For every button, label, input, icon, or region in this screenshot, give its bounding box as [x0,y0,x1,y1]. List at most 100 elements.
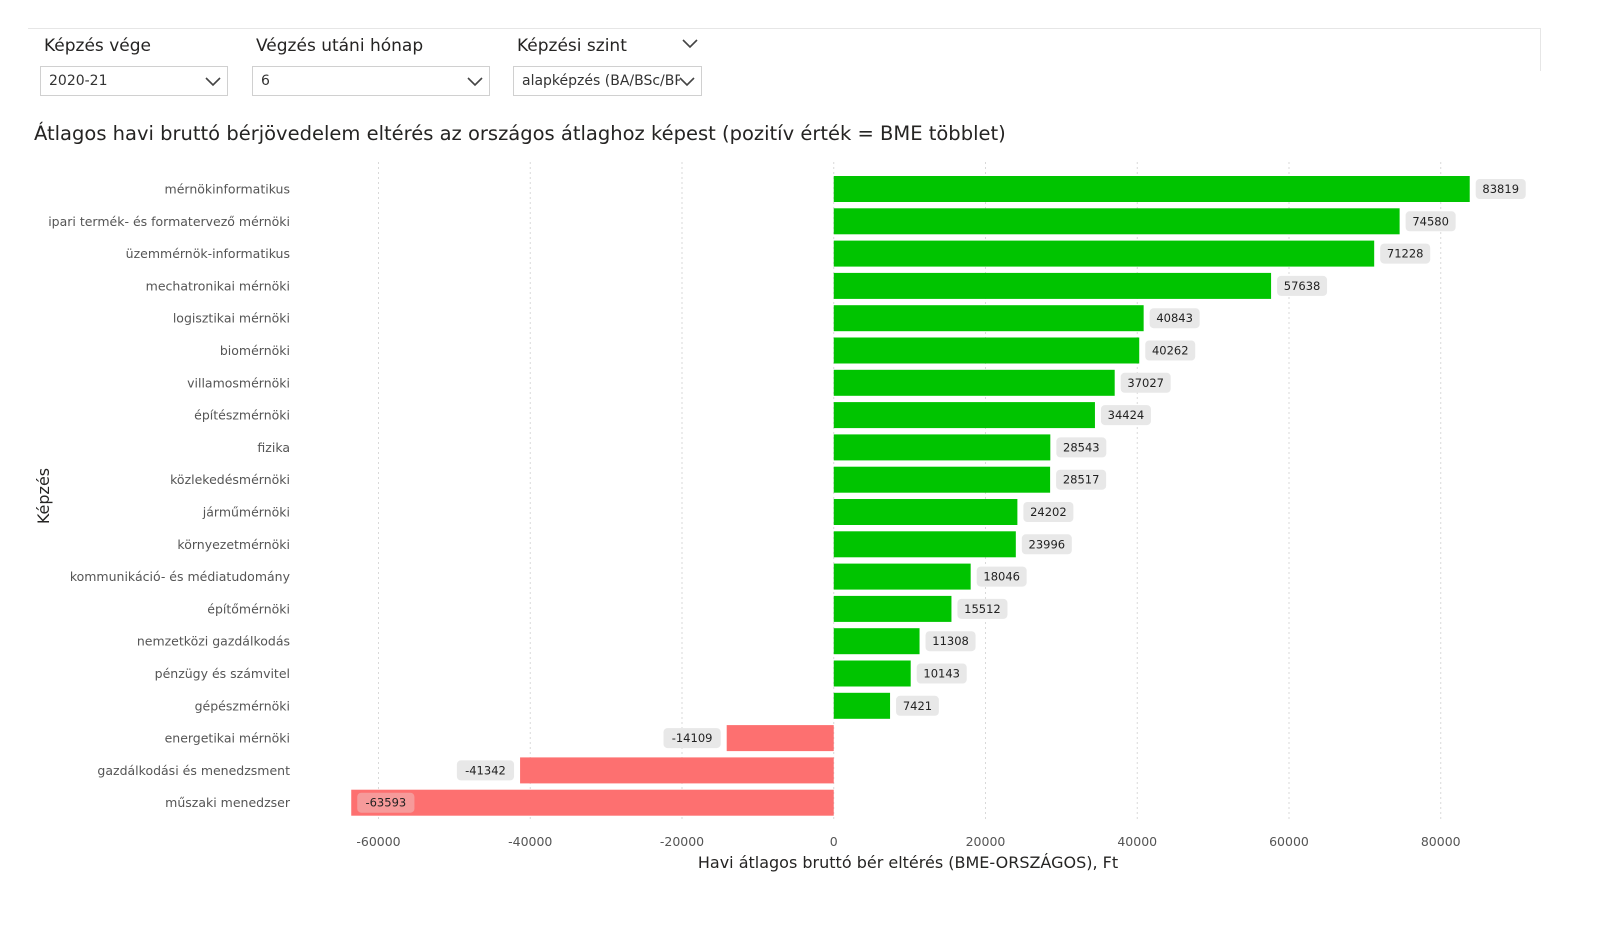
data-label-bg [1056,437,1107,458]
category-label: műszaki menedzser [165,795,291,810]
category-label: biomérnöki [220,343,290,358]
category-label: járműmérnöki [202,505,290,520]
category-label: ipari termék- és formatervező mérnöki [48,214,290,229]
data-label-bg [357,792,415,813]
chevron-down-icon [467,77,483,87]
data-label: -41342 [465,763,506,777]
data-label: 15512 [964,602,1001,616]
chevron-down-icon [679,77,695,87]
bar[interactable] [833,466,1051,493]
filter-bar [28,28,1541,71]
x-tick-label: -60000 [356,834,400,849]
bar[interactable] [351,789,834,816]
data-label: 7421 [903,699,932,713]
category-label: energetikai mérnöki [165,731,290,746]
data-label-bg [1149,308,1200,329]
x-tick-label: 20000 [966,834,1006,849]
chevron-down-icon[interactable] [682,39,698,49]
data-label-bg [1475,179,1526,199]
data-label: 34424 [1108,408,1145,422]
category-label: gazdálkodási és menedzsment [97,763,290,778]
data-label: 83819 [1482,182,1519,196]
data-label-bg [1405,211,1456,232]
data-label: 28543 [1063,440,1100,454]
data-label: 28517 [1063,473,1100,487]
slicer-title-level: Képzési szint [517,36,627,56]
bar[interactable] [833,692,891,719]
category-label: mérnökinformatikus [165,182,290,197]
data-label: 74580 [1412,214,1449,228]
month-after-value: 6 [261,73,270,89]
data-label: 23996 [1029,537,1066,551]
category-label: üzemmérnök-informatikus [126,246,290,261]
data-label: -63593 [365,796,406,810]
level-value: alapképzés (BA/BSc/BP... [522,73,680,89]
data-label: 10143 [923,667,960,681]
data-label: 18046 [983,570,1020,584]
x-tick-label: 60000 [1269,834,1309,849]
y-axis-title: Képzés [34,468,53,524]
data-label-bg [1023,502,1074,522]
chevron-down-icon [205,77,221,87]
slicer-title-month-after: Végzés utáni hónap [256,36,424,56]
bar[interactable] [833,563,971,590]
data-label-bg [1145,340,1196,361]
x-tick-label: -20000 [660,834,704,849]
data-label-bg [957,598,1008,619]
bar[interactable] [833,402,1095,429]
bar[interactable] [833,305,1144,332]
data-label: -14109 [672,731,713,745]
x-tick-label: 80000 [1421,834,1461,849]
bar[interactable] [833,531,1016,558]
level-dropdown[interactable]: alapképzés (BA/BSc/BP... [513,66,702,96]
bar[interactable] [726,725,834,752]
x-tick-label: 0 [830,834,838,849]
data-label-bg [916,663,967,684]
data-label: 40843 [1156,311,1193,325]
category-label: fizika [257,440,290,455]
bar[interactable] [833,369,1115,396]
category-label: pénzügy és számvitel [155,666,290,681]
bar[interactable] [833,434,1051,461]
bar[interactable] [833,499,1018,525]
data-label-bg [1277,275,1328,296]
chart-title: Átlagos havi bruttó bérjövedelem eltérés… [34,122,1006,145]
category-label: logisztikai mérnöki [173,311,290,326]
data-label: 11308 [932,634,969,648]
data-label: 37027 [1127,376,1164,390]
category-label: nemzetközi gazdálkodás [137,634,290,649]
bar[interactable] [833,208,1400,235]
training-end-dropdown[interactable]: 2020-21 [40,66,228,96]
bar[interactable] [833,176,1470,202]
month-after-dropdown[interactable]: 6 [252,66,490,96]
data-label-bg [663,728,721,749]
data-label-bg [1021,534,1072,555]
data-label-bg [925,631,976,652]
x-tick-label: 40000 [1117,834,1157,849]
category-label: gépészmérnöki [195,698,290,713]
bar[interactable] [833,337,1140,364]
data-label-bg [896,695,939,716]
bar[interactable] [833,628,920,655]
bar[interactable] [520,757,834,784]
data-label-bg [976,566,1027,587]
category-label: építőmérnöki [207,601,290,616]
slicer-title-training-end: Képzés vége [44,36,151,56]
category-label: mechatronikai mérnöki [146,278,290,293]
data-label: 57638 [1284,279,1321,293]
category-label: közlekedésmérnöki [170,472,290,487]
data-label: 71228 [1387,247,1424,261]
x-axis-title: Havi átlagos bruttó bér eltérés (BME-ORS… [698,853,1118,872]
training-end-value: 2020-21 [49,73,108,89]
bar[interactable] [833,272,1272,299]
x-tick-label: -40000 [508,834,552,849]
data-label-bg [456,760,515,781]
bar[interactable] [833,595,952,622]
data-label-bg [1056,469,1107,490]
category-label: környezetmérnöki [177,537,290,552]
bar[interactable] [833,240,1375,267]
category-label: villamosmérnöki [187,375,290,390]
category-label: kommunikáció- és médiatudomány [70,569,291,584]
bar[interactable] [833,660,911,687]
